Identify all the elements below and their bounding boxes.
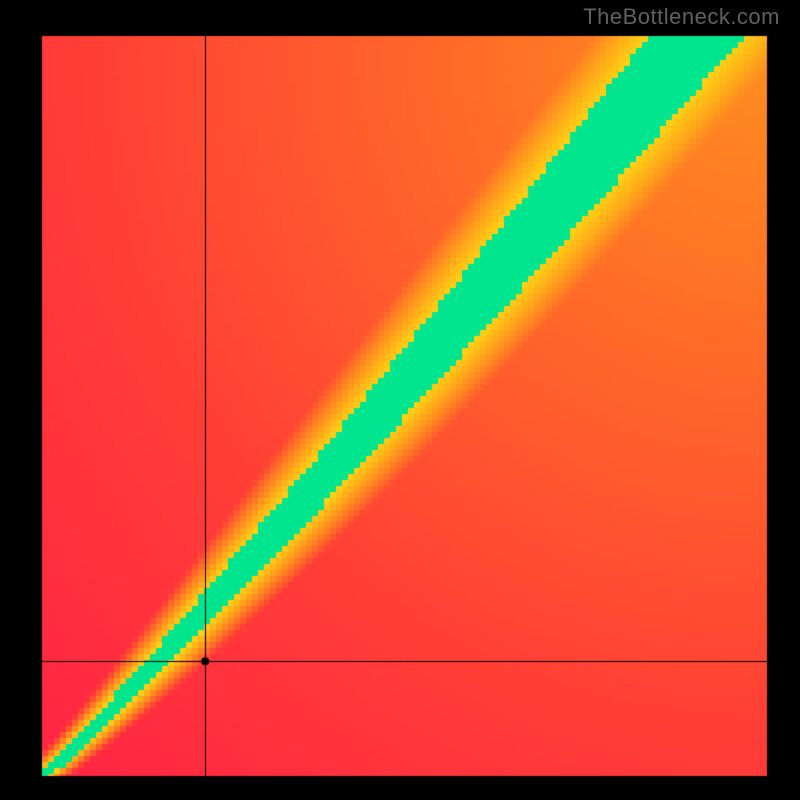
watermark-text: TheBottleneck.com	[583, 4, 780, 30]
chart-container: TheBottleneck.com	[0, 0, 800, 800]
bottleneck-heatmap-canvas	[0, 0, 800, 800]
